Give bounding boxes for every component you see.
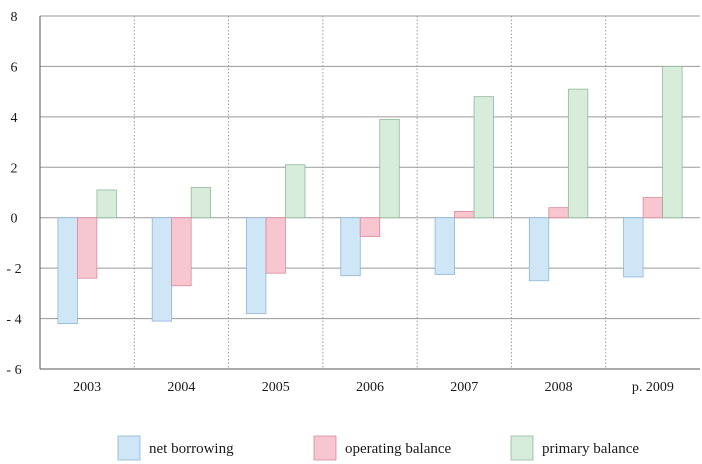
bar-operating-balance-2006 (359, 217, 381, 238)
y-tick-label: - 2 (6, 262, 21, 277)
axes (39, 16, 700, 370)
x-tick-label: 2005 (262, 380, 290, 395)
bar-net-borrowing-2004 (151, 217, 173, 322)
x-tick-label: 2007 (450, 380, 478, 395)
bar-operating-balance-p2009 (642, 197, 664, 219)
bar-primary-balance-2007 (473, 96, 494, 219)
y-tick-label: 0 (11, 212, 18, 227)
bar-operating-balance-2003 (76, 217, 98, 279)
y-tick-label: 6 (11, 60, 18, 75)
x-tick-label: p. 2009 (632, 380, 674, 395)
bar-operating-balance-2007 (454, 211, 475, 219)
bar-primary-balance-p2009 (662, 66, 683, 219)
y-axis-tick-labels: 8 6 4 2 0 - 2 - 4 - 6 (6, 10, 21, 378)
bar-net-borrowing-2005 (246, 217, 267, 314)
x-axis-tick-labels: 2003 2004 2005 2006 2007 2008 p. 2009 (73, 380, 674, 395)
bar-primary-balance-2003 (96, 189, 117, 219)
bar-operating-balance-2004 (171, 217, 192, 287)
x-tick-label: 2004 (167, 380, 195, 395)
legend: net borrowing operating balance primary ba… (117, 435, 639, 461)
bar-primary-balance-2004 (190, 187, 212, 219)
bar-operating-balance-2008 (548, 207, 569, 219)
bar-primary-balance-2005 (285, 164, 306, 219)
legend-label-net-borrowing: net borrowing (149, 441, 234, 457)
legend-swatch-net-borrowing (117, 435, 141, 461)
bar-primary-balance-2006 (379, 118, 400, 219)
bar-primary-balance-2008 (567, 88, 589, 219)
x-tick-label: 2006 (356, 380, 384, 395)
x-tick-label: 2003 (73, 380, 101, 395)
y-tick-label: 4 (11, 111, 18, 126)
bar-net-borrowing-p2009 (623, 217, 644, 278)
bar-net-borrowing-2003 (57, 217, 78, 325)
y-tick-label: - 4 (6, 313, 21, 328)
legend-label-operating-balance: operating balance (345, 441, 452, 457)
y-tick-label: 8 (11, 10, 18, 25)
legend-swatch-primary-balance (510, 435, 534, 461)
bar-net-borrowing-2008 (528, 217, 550, 282)
legend-swatch-operating-balance (313, 435, 337, 461)
bars (57, 66, 683, 325)
x-tick-label: 2008 (545, 380, 573, 395)
y-tick-label: - 6 (6, 363, 21, 378)
bar-net-borrowing-2006 (340, 217, 361, 277)
y-tick-label: 2 (11, 161, 18, 176)
bar-operating-balance-2005 (265, 217, 286, 274)
legend-label-primary-balance: primary balance (542, 441, 639, 457)
gridlines (40, 15, 700, 369)
bar-net-borrowing-2007 (434, 217, 455, 275)
